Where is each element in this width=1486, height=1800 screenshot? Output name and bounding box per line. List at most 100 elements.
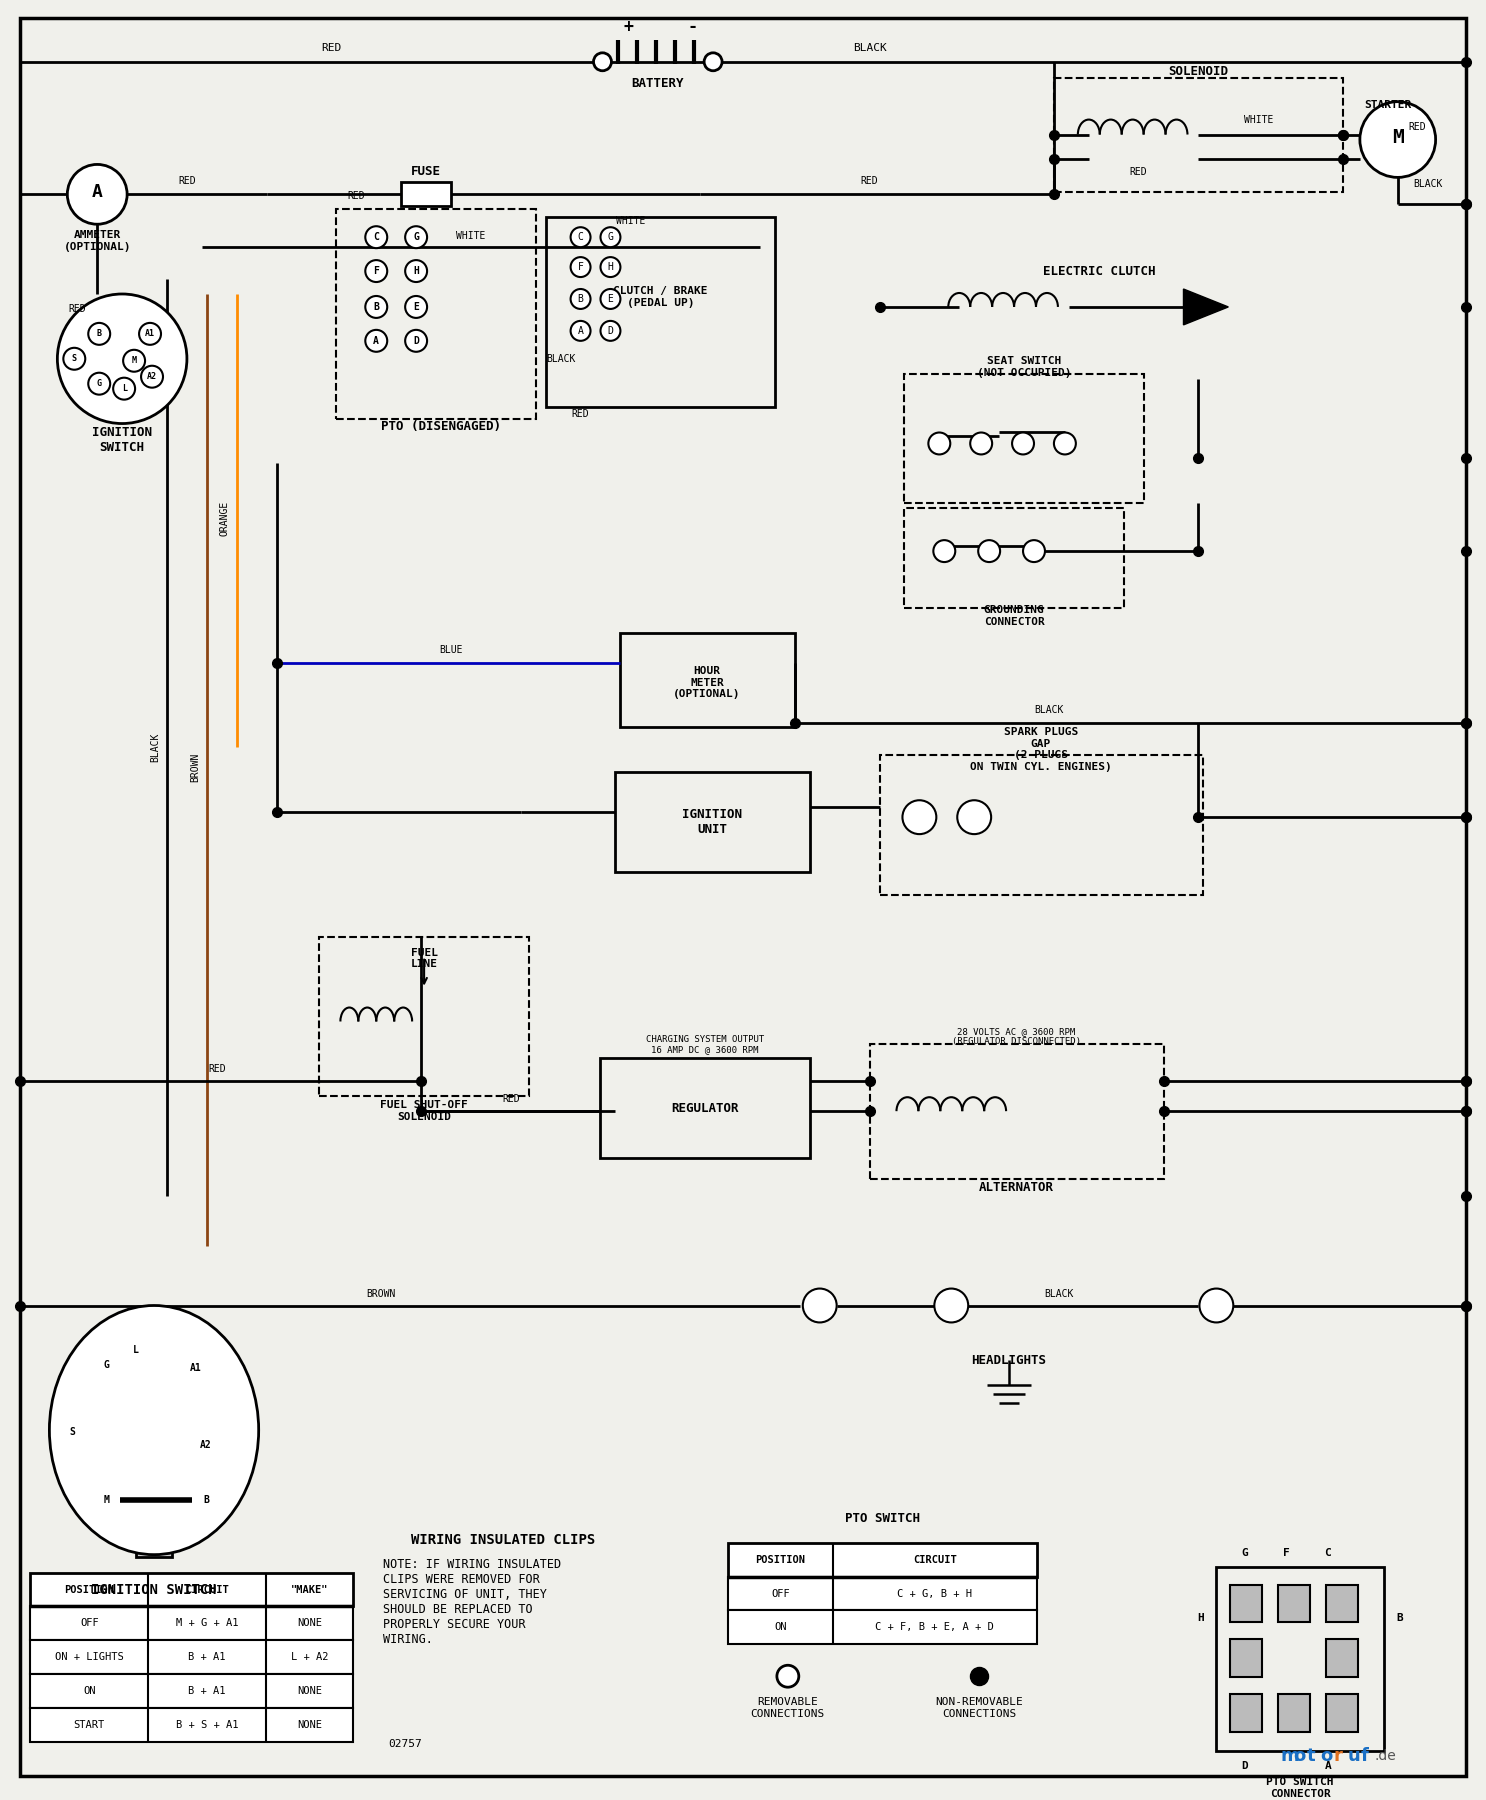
Text: RED: RED	[321, 43, 342, 52]
Text: REMOVABLE
CONNECTIONS: REMOVABLE CONNECTIONS	[750, 1697, 825, 1719]
Text: A: A	[578, 326, 584, 337]
Circle shape	[88, 322, 110, 346]
Bar	[30, 1640, 354, 1674]
Text: D: D	[1241, 1760, 1248, 1771]
Circle shape	[802, 1289, 837, 1323]
Circle shape	[1012, 432, 1034, 454]
Text: PTO SWITCH: PTO SWITCH	[846, 1512, 920, 1525]
Circle shape	[366, 329, 388, 351]
Text: ON: ON	[83, 1687, 95, 1696]
Text: H: H	[413, 266, 419, 275]
Text: A: A	[373, 337, 379, 346]
Text: H: H	[1198, 1613, 1204, 1624]
Bar	[181, 1357, 210, 1381]
Text: C: C	[578, 232, 584, 243]
Text: BLACK: BLACK	[853, 43, 887, 52]
Text: CLUTCH / BRAKE
(PEDAL UP): CLUTCH / BRAKE (PEDAL UP)	[614, 286, 707, 308]
Bar	[30, 1708, 354, 1742]
Text: f: f	[1361, 1748, 1369, 1766]
Circle shape	[929, 432, 950, 454]
Text: FUSE: FUSE	[412, 166, 441, 178]
Text: A2: A2	[147, 373, 158, 382]
Text: ELECTRIC CLUTCH: ELECTRIC CLUTCH	[1043, 265, 1155, 277]
Text: NON-REMOVABLE
CONNECTIONS: NON-REMOVABLE CONNECTIONS	[935, 1697, 1022, 1719]
Text: C + F, B + E, A + D: C + F, B + E, A + D	[875, 1622, 994, 1633]
Circle shape	[571, 290, 590, 310]
Circle shape	[777, 1665, 799, 1687]
Circle shape	[1022, 540, 1045, 562]
Text: B: B	[578, 293, 584, 304]
Text: M + G + A1: M + G + A1	[175, 1618, 238, 1629]
Text: RED: RED	[68, 304, 86, 313]
Text: RED: RED	[1129, 167, 1147, 178]
Bar	[336, 209, 536, 419]
Text: G: G	[97, 380, 101, 389]
Text: B: B	[204, 1494, 210, 1505]
Text: POSITION: POSITION	[755, 1555, 805, 1564]
Text: 02757: 02757	[388, 1739, 422, 1750]
Bar	[30, 1606, 354, 1640]
Text: D: D	[413, 337, 419, 346]
Bar	[1217, 1566, 1383, 1751]
Circle shape	[58, 293, 187, 423]
Text: A2: A2	[201, 1440, 211, 1451]
Text: A: A	[1324, 1760, 1331, 1771]
Text: RED: RED	[178, 176, 196, 187]
Bar	[905, 374, 1144, 504]
Text: HOUR
METER
(OPTIONAL): HOUR METER (OPTIONAL)	[673, 666, 742, 698]
Text: M: M	[1392, 128, 1404, 148]
Bar	[1054, 77, 1343, 193]
Bar	[600, 1058, 810, 1157]
Text: SEAT SWITCH
(NOT OCCUPIED): SEAT SWITCH (NOT OCCUPIED)	[976, 356, 1071, 378]
Text: WHITE: WHITE	[1244, 115, 1274, 124]
Text: NONE: NONE	[297, 1721, 322, 1730]
Circle shape	[571, 320, 590, 340]
Circle shape	[902, 801, 936, 833]
Text: ORANGE: ORANGE	[220, 500, 230, 536]
Circle shape	[113, 378, 135, 400]
Text: IGNITION
UNIT: IGNITION UNIT	[682, 808, 742, 837]
Text: E: E	[413, 302, 419, 311]
Bar	[401, 182, 452, 207]
Text: REGULATOR: REGULATOR	[672, 1102, 739, 1114]
Bar	[192, 1489, 220, 1512]
Text: C: C	[373, 232, 379, 243]
Bar	[58, 1420, 86, 1444]
Text: RED: RED	[860, 176, 878, 187]
Circle shape	[406, 295, 426, 319]
Text: G: G	[608, 232, 614, 243]
Bar	[30, 1674, 354, 1708]
Text: BLUE: BLUE	[440, 644, 462, 655]
Circle shape	[970, 432, 993, 454]
Text: NONE: NONE	[297, 1618, 322, 1629]
Text: L + A2: L + A2	[291, 1652, 328, 1661]
Circle shape	[600, 290, 621, 310]
Circle shape	[123, 349, 146, 373]
Text: NOTE: IF WIRING INSULATED
CLIPS WERE REMOVED FOR
SERVICING OF UNIT, THEY
SHOULD : NOTE: IF WIRING INSULATED CLIPS WERE REM…	[383, 1557, 562, 1645]
Bar	[92, 1489, 120, 1512]
Bar	[1326, 1640, 1358, 1678]
Text: HEADLIGHTS: HEADLIGHTS	[972, 1354, 1046, 1366]
Text: t: t	[1308, 1748, 1315, 1766]
Circle shape	[366, 227, 388, 248]
Text: L: L	[134, 1345, 140, 1355]
Polygon shape	[1183, 290, 1229, 324]
Bar	[1230, 1584, 1262, 1622]
Bar	[1326, 1584, 1358, 1622]
Text: PTO SWITCH
CONNECTOR: PTO SWITCH CONNECTOR	[1266, 1777, 1334, 1798]
Circle shape	[67, 164, 128, 225]
Bar	[728, 1611, 1037, 1645]
Text: F: F	[1282, 1548, 1290, 1557]
Text: POSITION: POSITION	[64, 1584, 114, 1595]
Text: u: u	[1348, 1748, 1360, 1766]
Bar	[30, 1573, 354, 1606]
Text: D: D	[608, 326, 614, 337]
Circle shape	[64, 347, 85, 369]
Text: RED: RED	[208, 1064, 226, 1075]
Text: m: m	[1279, 1748, 1299, 1766]
Text: C: C	[1324, 1548, 1331, 1557]
Bar	[728, 1543, 1037, 1577]
Text: S: S	[71, 355, 77, 364]
Bar	[192, 1433, 220, 1456]
Text: SOLENOID: SOLENOID	[1168, 65, 1229, 77]
